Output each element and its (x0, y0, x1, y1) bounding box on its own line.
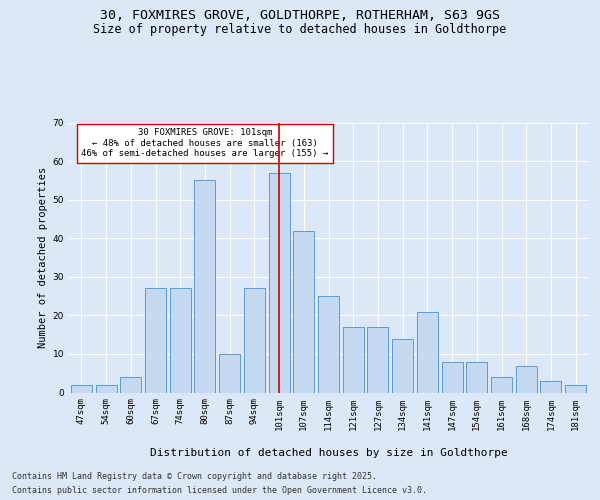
Bar (417, 312, 438, 392)
Bar (466, 362, 487, 392)
Bar (293, 230, 314, 392)
Bar (269, 172, 290, 392)
Text: Distribution of detached houses by size in Goldthorpe: Distribution of detached houses by size … (150, 448, 508, 458)
Bar (145, 288, 166, 393)
Text: 30 FOXMIRES GROVE: 101sqm
← 48% of detached houses are smaller (163)
46% of semi: 30 FOXMIRES GROVE: 101sqm ← 48% of detac… (82, 128, 329, 158)
Bar (491, 377, 512, 392)
Bar (95, 385, 116, 392)
Bar (343, 327, 364, 392)
Bar (541, 381, 562, 392)
Bar (392, 338, 413, 392)
Bar (367, 327, 388, 392)
Bar (565, 385, 586, 392)
Bar (516, 366, 537, 392)
Bar (219, 354, 240, 393)
Text: 30, FOXMIRES GROVE, GOLDTHORPE, ROTHERHAM, S63 9GS: 30, FOXMIRES GROVE, GOLDTHORPE, ROTHERHA… (100, 9, 500, 22)
Text: Contains public sector information licensed under the Open Government Licence v3: Contains public sector information licen… (12, 486, 427, 495)
Text: Contains HM Land Registry data © Crown copyright and database right 2025.: Contains HM Land Registry data © Crown c… (12, 472, 377, 481)
Bar (120, 377, 141, 392)
Bar (244, 288, 265, 393)
Bar (318, 296, 339, 392)
Text: Size of property relative to detached houses in Goldthorpe: Size of property relative to detached ho… (94, 22, 506, 36)
Bar (71, 385, 92, 392)
Bar (194, 180, 215, 392)
Y-axis label: Number of detached properties: Number of detached properties (38, 167, 49, 348)
Bar (442, 362, 463, 392)
Bar (170, 288, 191, 393)
